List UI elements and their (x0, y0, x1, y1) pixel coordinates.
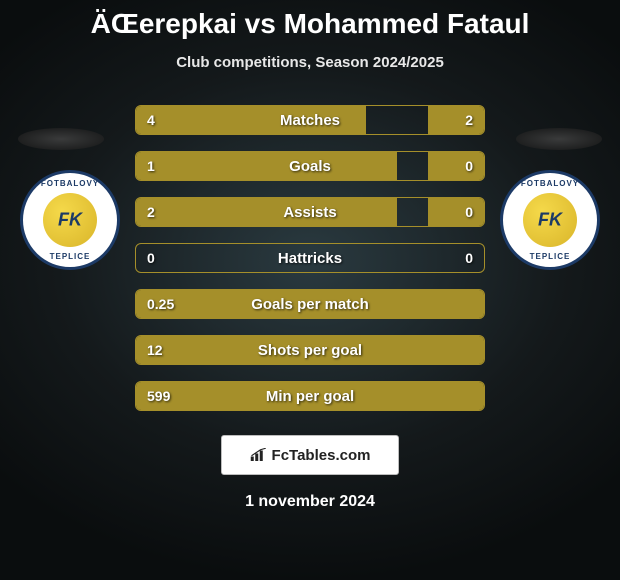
stat-label: Goals per match (135, 289, 485, 319)
page-subtitle: Club competitions, Season 2024/2025 (176, 54, 444, 71)
stat-row: Matches4 2 (135, 105, 485, 135)
stat-value-left: 0 (147, 243, 155, 273)
stat-value-left: 12 (147, 335, 163, 365)
stat-value-right: 0 (465, 151, 473, 181)
brand-label: FcTables.com (272, 447, 371, 464)
crest-text-bottom: TEPLICE (503, 252, 597, 261)
main-content: ÄŒerepkai vs Mohammed Fataul Club compet… (0, 0, 620, 580)
chart-icon (250, 448, 268, 462)
stat-label: Matches (135, 105, 485, 135)
player-shadow-left (18, 128, 104, 150)
crest-inner: FOTBALOVÝ FK TEPLICE (23, 173, 117, 267)
stat-value-right: 0 (465, 243, 473, 273)
stat-row: Assists2 0 (135, 197, 485, 227)
crest-inner: FOTBALOVÝ FK TEPLICE (503, 173, 597, 267)
stat-label: Goals (135, 151, 485, 181)
stat-row: Goals per match0.25 (135, 289, 485, 319)
footer-date: 1 november 2024 (245, 493, 375, 511)
crest-center-label: FK (58, 210, 82, 231)
stat-value-left: 2 (147, 197, 155, 227)
stat-value-left: 599 (147, 381, 170, 411)
stat-row: Hattricks0 0 (135, 243, 485, 273)
crest-text-top: FOTBALOVÝ (23, 179, 117, 188)
crest-text-bottom: TEPLICE (23, 252, 117, 261)
stat-row: Goals1 0 (135, 151, 485, 181)
stat-label: Shots per goal (135, 335, 485, 365)
stat-row: Shots per goal12 (135, 335, 485, 365)
stats-comparison: Matches42Goals10Assists20Hattricks00Goal… (135, 105, 485, 411)
stat-value-left: 4 (147, 105, 155, 135)
stat-row: Min per goal599 (135, 381, 485, 411)
club-crest-right: FOTBALOVÝ FK TEPLICE (500, 170, 600, 270)
crest-text-top: FOTBALOVÝ (503, 179, 597, 188)
stat-value-right: 2 (465, 105, 473, 135)
stat-label: Hattricks (135, 243, 485, 273)
stat-label: Min per goal (135, 381, 485, 411)
player-shadow-right (516, 128, 602, 150)
crest-center-label: FK (538, 210, 562, 231)
brand-badge: FcTables.com (221, 435, 399, 475)
stat-value-right: 0 (465, 197, 473, 227)
stat-value-left: 1 (147, 151, 155, 181)
stat-value-left: 0.25 (147, 289, 174, 319)
stat-label: Assists (135, 197, 485, 227)
page-title: ÄŒerepkai vs Mohammed Fataul (91, 8, 530, 40)
club-crest-left: FOTBALOVÝ FK TEPLICE (20, 170, 120, 270)
